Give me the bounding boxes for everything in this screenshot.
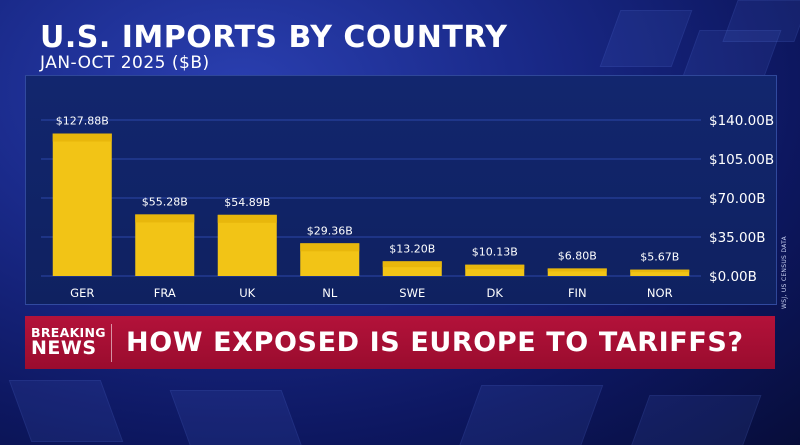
data-label: $55.28B — [142, 195, 188, 208]
y-tick-label: $35.00B — [709, 230, 766, 246]
source-note: WSJ, US CENSUS DATA — [781, 236, 788, 309]
bar — [135, 214, 195, 276]
banner-headline: HOW EXPOSED IS EUROPE TO TARIFFS? — [126, 327, 744, 358]
bar-cap — [547, 268, 607, 272]
bar-cap — [382, 261, 442, 268]
data-label: $127.88B — [56, 115, 109, 128]
y-tick-label: $0.00B — [709, 269, 757, 285]
data-label: $5.67B — [640, 251, 679, 264]
data-label: $10.13B — [472, 246, 518, 259]
bar — [465, 264, 525, 276]
chart-title: U.S. IMPORTS BY COUNTRY — [40, 20, 508, 55]
breaking-news-label: BREAKING NEWS — [25, 326, 111, 359]
breaking-news-banner: BREAKING NEWS HOW EXPOSED IS EUROPE TO T… — [25, 316, 775, 369]
data-label: $13.20B — [389, 242, 435, 255]
bar-cap — [300, 243, 360, 252]
y-tick-label: $70.00B — [709, 191, 766, 207]
x-tick-label: FIN — [568, 286, 587, 300]
x-tick-label: SWE — [399, 286, 425, 300]
bar-cap — [630, 269, 690, 273]
bar-cap — [135, 214, 195, 223]
x-tick-label: NL — [322, 286, 338, 300]
bar — [630, 269, 690, 276]
x-tick-label: DK — [487, 286, 504, 300]
data-label: $6.80B — [558, 249, 597, 262]
breaking-label: BREAKING — [31, 324, 106, 340]
news-label: NEWS — [31, 337, 97, 360]
bar-chart: $0.00B $35.00B $70.00B $105.00B $140.00B $127… — [41, 113, 774, 300]
bar — [217, 214, 277, 276]
bar-cap — [52, 133, 112, 142]
bar — [52, 133, 112, 276]
bar-cap — [465, 264, 525, 270]
bar — [547, 268, 607, 276]
x-tick-label: NOR — [647, 286, 673, 300]
x-tick-label: FRA — [154, 286, 176, 300]
data-label: $29.36B — [307, 224, 353, 237]
x-tick-label: UK — [239, 286, 255, 300]
x-tick-label: GER — [70, 286, 94, 300]
y-tick-label: $105.00B — [709, 152, 774, 168]
chart-panel: $0.00B $35.00B $70.00B $105.00B $140.00B $127… — [25, 75, 777, 305]
chart-subtitle: JAN-OCT 2025 ($B) — [40, 53, 210, 73]
bar-cap — [217, 214, 277, 223]
y-tick-label: $140.00B — [709, 113, 774, 129]
banner-divider — [111, 323, 112, 362]
data-label: $54.89B — [224, 196, 270, 209]
